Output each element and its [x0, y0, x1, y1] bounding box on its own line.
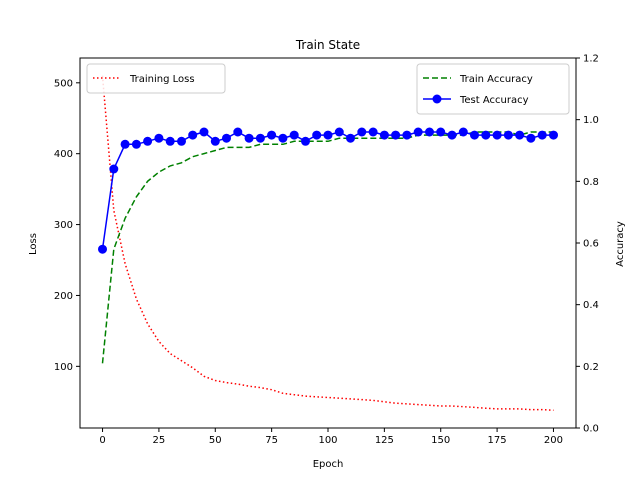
series-point	[177, 136, 186, 146]
series-point	[346, 133, 355, 143]
legends: Training Loss Train Accuracy Test Accuracy	[86, 63, 570, 115]
series-point	[255, 133, 265, 143]
series-point	[379, 130, 389, 140]
series-point	[278, 133, 288, 143]
y-axis-right-label: Accuracy	[615, 221, 626, 267]
legend-entry: Training Loss	[129, 74, 195, 85]
axes: 0 25 50 75 100 125 150 175 200 100 200 300 400 500 0.0…	[54, 54, 599, 447]
legend-right: Train Accuracy Test Accuracy	[416, 63, 570, 115]
series-point	[289, 130, 299, 140]
y-left-tick-label: 300	[54, 220, 73, 231]
series-point	[120, 139, 130, 149]
series-point	[357, 127, 367, 137]
series-point	[267, 130, 277, 140]
series-point	[458, 127, 468, 137]
series-point	[526, 133, 536, 143]
series-point	[481, 130, 491, 140]
series-point	[154, 133, 164, 143]
series-point	[98, 244, 107, 254]
chart-title: Train State	[295, 38, 360, 52]
series-point	[537, 130, 547, 140]
plot-area	[98, 75, 558, 412]
series-point	[301, 136, 310, 146]
legend-frame	[86, 63, 226, 94]
series-point	[413, 127, 423, 137]
y-left-tick-label: 500	[54, 78, 73, 89]
y-right-tick-label: 0.8	[583, 177, 599, 188]
series-point	[143, 136, 153, 146]
x-tick-label: 100	[318, 435, 337, 446]
x-tick-label: 125	[375, 435, 394, 446]
legend-entry: Test Accuracy	[459, 95, 529, 106]
series-line-1	[101, 131, 554, 364]
x-axis-label: Epoch	[313, 459, 344, 470]
legend-swatch-marker	[432, 94, 442, 104]
series-point	[233, 127, 243, 137]
series-point	[199, 127, 209, 137]
series-point	[503, 130, 513, 140]
x-tick-label: 0	[99, 435, 105, 446]
y-left-tick-label: 200	[54, 291, 73, 302]
series-point	[210, 136, 220, 146]
x-tick-label: 150	[431, 435, 450, 446]
series-point	[222, 133, 231, 143]
legend-frame	[416, 63, 570, 115]
series-point	[109, 164, 119, 174]
y-right-tick-label: 0.6	[583, 239, 599, 250]
series-point	[549, 130, 558, 140]
series-point	[425, 127, 434, 137]
series-point	[131, 139, 141, 149]
series-line-2	[101, 131, 554, 250]
series-point	[165, 136, 175, 146]
x-tick-label: 175	[488, 435, 507, 446]
series-point	[334, 127, 344, 137]
series-point	[470, 130, 479, 140]
legend-left: Training Loss	[86, 63, 226, 94]
series-point	[515, 130, 525, 140]
series-point	[447, 130, 457, 140]
x-tick-label: 25	[153, 435, 166, 446]
series-point	[368, 127, 378, 137]
y-right-tick-label: 0.0	[583, 424, 599, 435]
y-right-tick-label: 1.0	[583, 115, 599, 126]
series-point	[312, 130, 322, 140]
x-tick-label: 75	[265, 435, 278, 446]
legend-entry: Train Accuracy	[459, 74, 533, 85]
series-point	[188, 130, 198, 140]
y-left-tick-label: 400	[54, 149, 73, 160]
series-point	[436, 127, 446, 137]
y-right-tick-label: 0.4	[583, 300, 599, 311]
series-point	[391, 130, 401, 140]
y-right-tick-label: 1.2	[583, 54, 599, 65]
series-point	[323, 130, 333, 140]
series-point	[402, 130, 412, 140]
x-tick-label: 200	[544, 435, 563, 446]
y-left-tick-label: 100	[54, 362, 73, 373]
y-right-tick-label: 0.2	[583, 362, 599, 373]
y-axis-left-label: Loss	[28, 233, 39, 255]
x-tick-label: 50	[209, 435, 222, 446]
series-point	[492, 130, 502, 140]
series-point	[244, 133, 254, 143]
series-line-0	[101, 75, 554, 412]
